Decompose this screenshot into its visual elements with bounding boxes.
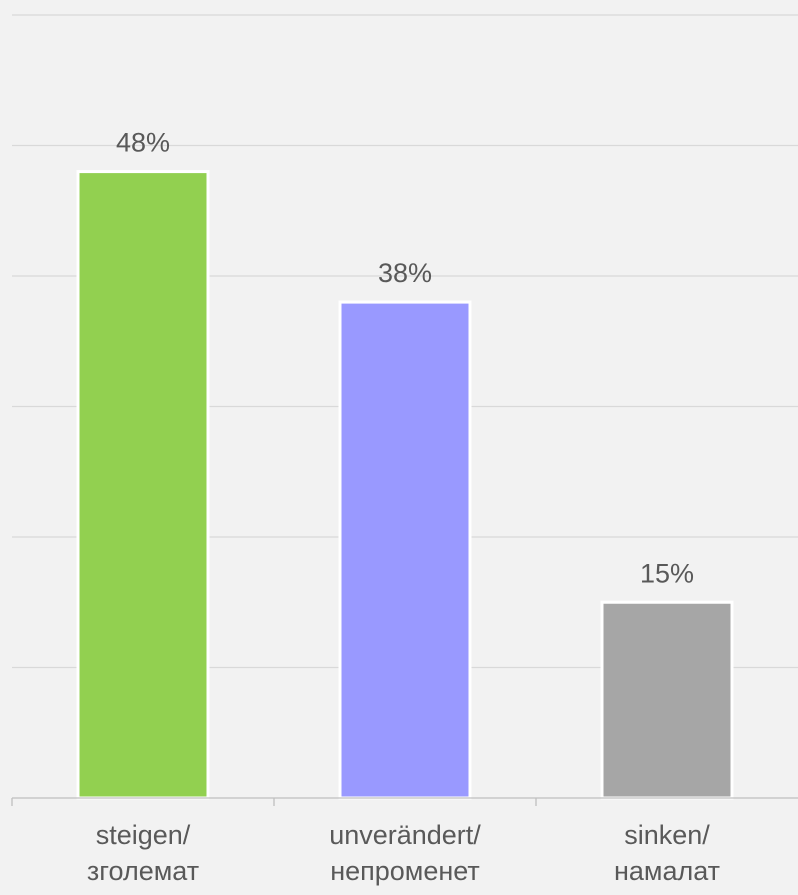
bar-2 bbox=[600, 600, 734, 800]
bar-0 bbox=[76, 170, 210, 800]
category-label-1-line-1: непроменет bbox=[330, 856, 480, 886]
bar-1 bbox=[338, 300, 472, 800]
category-label-0-line-1: зголемат bbox=[87, 856, 199, 886]
data-label-0: 48% bbox=[116, 128, 170, 158]
x-axis bbox=[11, 797, 798, 806]
data-labels: 48% 38% 15% bbox=[116, 128, 694, 589]
category-label-1-line-0: unverändert/ bbox=[329, 820, 481, 850]
category-label-0-line-0: steigen/ bbox=[96, 820, 191, 850]
bars bbox=[76, 170, 734, 800]
category-label-2-line-1: намалат bbox=[614, 856, 720, 886]
category-label-2-line-0: sinken/ bbox=[624, 820, 710, 850]
data-label-1: 38% bbox=[378, 258, 432, 288]
data-label-2: 15% bbox=[640, 558, 694, 588]
category-labels: steigen/зголемат unverändert/непроменет si… bbox=[87, 820, 720, 886]
